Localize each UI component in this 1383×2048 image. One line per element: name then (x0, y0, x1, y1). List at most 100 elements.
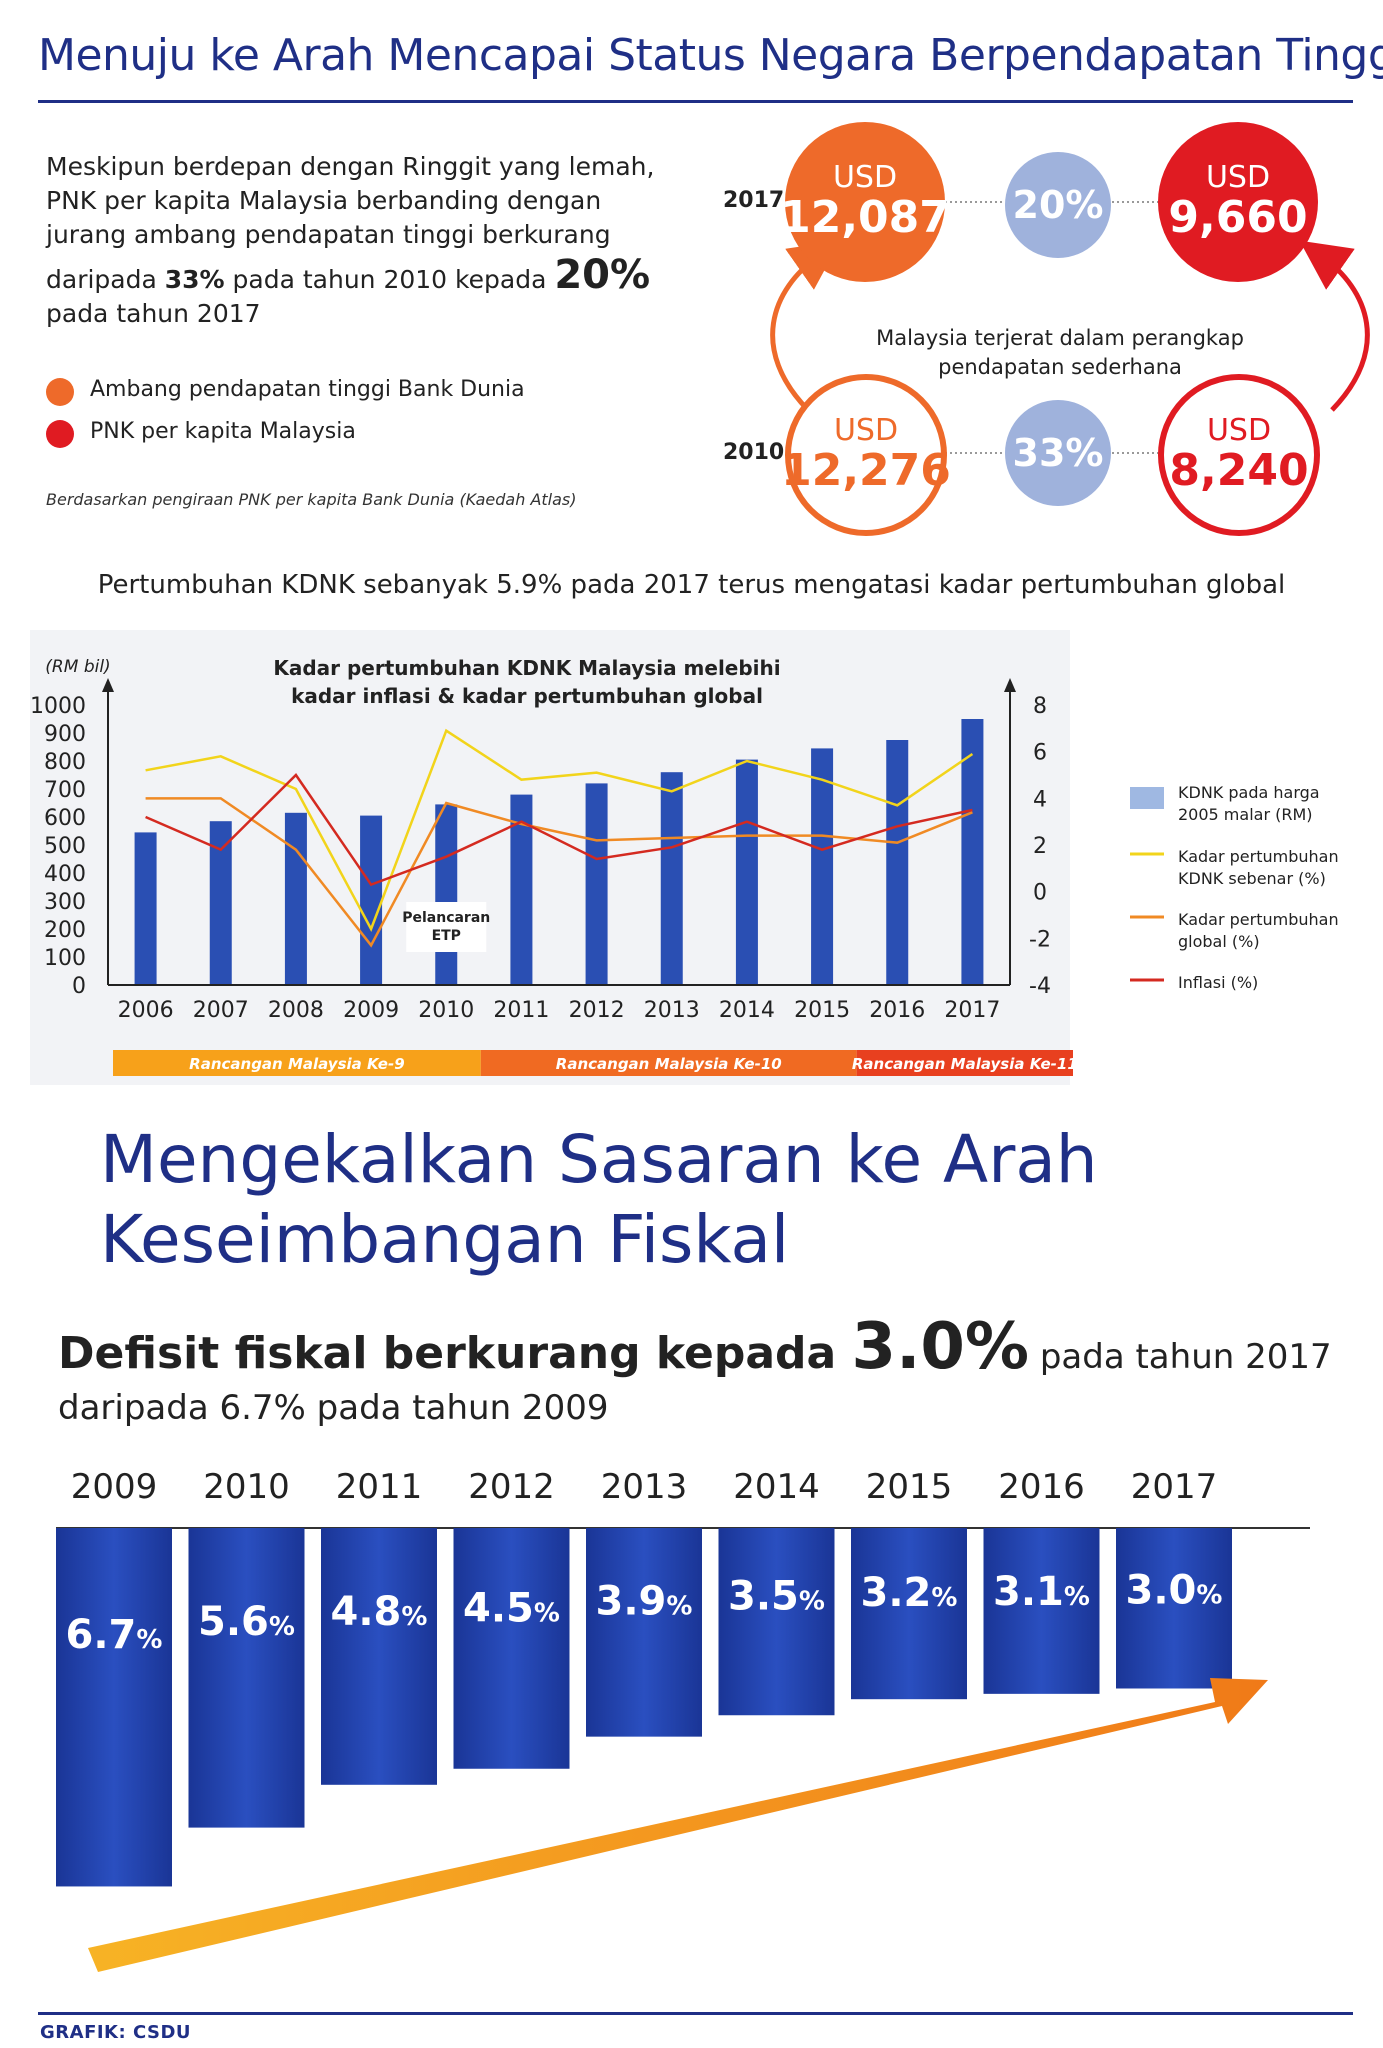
gap-2010-badge: 33% (1005, 400, 1111, 506)
x-tick-label: 2015 (794, 998, 850, 1023)
legend-real-growth-label: Kadar pertumbuhan (1178, 847, 1339, 866)
intro-line-5: pada tahun 2017 (46, 299, 261, 328)
deficit-value-label: 4.8% (331, 1589, 428, 1635)
deficit-value-label: 6.7% (66, 1612, 163, 1658)
etp-label-line-2: ETP (432, 928, 461, 944)
arrow-threshold-up (770, 240, 841, 412)
x-tick-label: 2013 (644, 998, 700, 1023)
page-title: Menuju ke Arah Mencapai Status Negara Be… (38, 30, 1383, 81)
legend-gdp-swatch (1130, 787, 1164, 809)
pnk-2017-value: 9,660 (1168, 192, 1308, 243)
graphic-credit: GRAFIK: CSDU (40, 2022, 192, 2043)
gdp-bar-2008 (284, 812, 307, 985)
title-rule (38, 100, 1353, 103)
plan-band-label: Rancangan Malaysia Ke-11 (852, 1055, 1078, 1073)
intro-big-value: 20% (554, 252, 651, 298)
deficit-year-label: 2011 (336, 1467, 423, 1507)
plan-band-label: Rancangan Malaysia Ke-9 (189, 1055, 405, 1073)
legend-gdp-label: 2005 malar (RM) (1178, 805, 1313, 824)
deficit-value-label: 5.6% (198, 1599, 295, 1645)
gdp-bar-2012 (585, 783, 608, 985)
deficit-headline: Defisit fiskal berkurang kepada 3.0% pad… (58, 1310, 1332, 1384)
arrow-pnk-up (1299, 240, 1370, 412)
legend-pnk-label: PNK per kapita Malaysia (90, 419, 356, 444)
footer-rule (38, 2012, 1353, 2015)
deficit-value-label: 3.9% (596, 1578, 693, 1624)
intro-line-4: daripada 33% pada tahun 2010 kepada 20% (46, 255, 676, 297)
growth-headline: Pertumbuhan KDNK sebanyak 5.9% pada 2017… (97, 570, 1286, 600)
deficit-bar-2015 (851, 1528, 967, 1700)
section-title-fiscal: Mengekalkan Sasaran ke Arah Keseimbangan… (100, 1120, 1098, 1280)
x-tick-label: 2017 (944, 998, 1000, 1023)
currency-label: USD (1206, 413, 1272, 448)
y-axis-left-label: (RM bil) (45, 657, 110, 677)
gdp-bar-2007 (209, 821, 232, 985)
y-right-tick-label: 2 (1033, 834, 1047, 859)
x-tick-label: 2011 (493, 998, 549, 1023)
year-2010-label: 2010 (723, 440, 785, 465)
deficit-year-label: 2015 (866, 1467, 953, 1507)
trap-line-1: Malaysia terjerat dalam perangkap (876, 326, 1244, 350)
deficit-value-label: 4.5% (463, 1586, 560, 1632)
y-right-tick-label: -2 (1029, 927, 1051, 952)
y-left-tick-label: 900 (44, 722, 86, 747)
gdp-bar-2017 (961, 719, 984, 985)
intro-line-3: jurang ambang pendapatan tinggi berkuran… (46, 220, 611, 249)
currency-label: USD (833, 413, 899, 448)
deficit-bar-2011 (321, 1528, 437, 1785)
deficit-year-label: 2009 (71, 1467, 158, 1507)
inflation-line (145, 773, 973, 887)
section-title-line-1: Mengekalkan Sasaran ke Arah (100, 1121, 1098, 1198)
deficit-year-label: 2016 (998, 1467, 1085, 1507)
y-left-tick-label: 200 (44, 918, 86, 943)
threshold-2010-circle: USD 12,276 (781, 374, 951, 536)
gdp-bar-2009 (360, 815, 383, 985)
section-title-line-2: Keseimbangan Fiskal (100, 1201, 790, 1278)
threshold-2017-value: 12,087 (780, 192, 950, 243)
deficit-year-label: 2014 (733, 1467, 820, 1507)
x-tick-label: 2016 (869, 998, 925, 1023)
x-tick-label: 2010 (418, 998, 474, 1023)
plan-band-10 (480, 1050, 857, 1076)
gdp-growth-chart: (RM bil) Kadar pertumbuhan KDNK Malaysia … (30, 630, 1339, 1085)
y-left-tick-label: 500 (44, 834, 86, 859)
middle-income-trap-note: Malaysia terjerat dalam perangkap pendap… (850, 324, 1270, 382)
gdp-bar-2013 (660, 772, 683, 985)
pnk-2010-circle: USD 8,240 (1158, 374, 1320, 536)
plan-band-11 (856, 1050, 1073, 1076)
trend-arrow (88, 1678, 1268, 1972)
legend-dot-threshold (46, 378, 74, 406)
x-tick-label: 2009 (343, 998, 399, 1023)
y-left-tick-label: 800 (44, 750, 86, 775)
deficit-bar-2014 (718, 1528, 835, 1716)
intro-paragraph: Meskipun berdepan dengan Ringgit yang le… (46, 150, 676, 331)
currency-label: USD (1205, 160, 1271, 195)
deficit-bar-2013 (586, 1528, 702, 1737)
y-right-tick-label: 4 (1033, 787, 1047, 812)
intro-line-1: Meskipun berdepan dengan Ringgit yang le… (46, 152, 655, 181)
deficit-bar-2009 (56, 1528, 172, 1887)
legend-threshold-label: Ambang pendapatan tinggi Bank Dunia (90, 377, 525, 402)
y-left-tick-label: 300 (44, 890, 86, 915)
y-right-tick-label: 8 (1033, 694, 1047, 719)
real-gdp-growth-line (145, 728, 974, 933)
year-2017-label: 2017 (723, 188, 785, 213)
x-tick-label: 2006 (118, 998, 174, 1023)
x-tick-label: 2007 (193, 998, 249, 1023)
deficit-year-label: 2010 (203, 1467, 290, 1507)
chart1-title-line: kadar inflasi & kadar pertumbuhan global (291, 684, 763, 708)
legend-global-growth-label: Kadar pertumbuhan (1178, 910, 1339, 929)
x-tick-label: 2012 (569, 998, 625, 1023)
intro-text: daripada (46, 265, 165, 294)
x-tick-label: 2014 (719, 998, 775, 1023)
legend-global-growth-label: global (%) (1178, 932, 1260, 951)
income-arrows (770, 201, 1370, 454)
y-left-tick-label: 1000 (30, 694, 86, 719)
y-left-tick-label: 400 (44, 862, 86, 887)
intro-bold-value: 33% (164, 265, 225, 294)
threshold-2010-value: 12,276 (781, 445, 951, 496)
deficit-year-label: 2013 (601, 1467, 688, 1507)
trap-line-2: pendapatan sederhana (938, 355, 1182, 379)
gdp-bar-2014 (735, 759, 758, 985)
gdp-bar-2015 (811, 748, 834, 985)
